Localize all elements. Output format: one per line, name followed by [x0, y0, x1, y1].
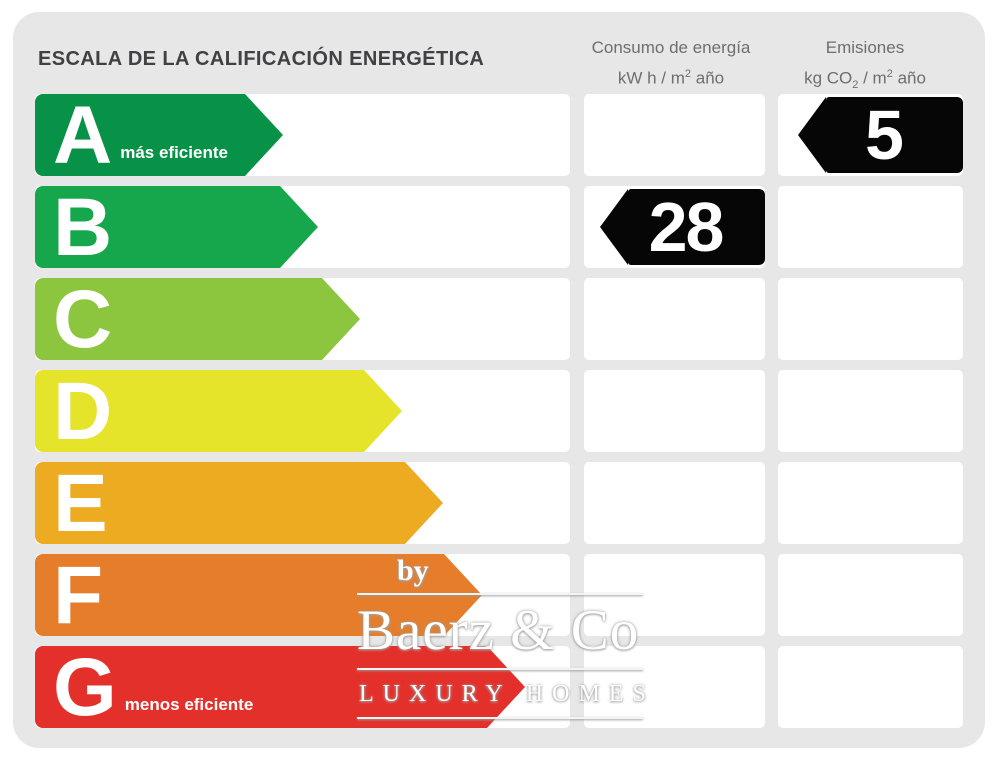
page-title: ESCALA DE LA CALIFICACIÓN ENERGÉTICA	[38, 48, 485, 70]
grade-arrow-f: F	[35, 550, 482, 642]
row-d-consumo-cell	[584, 370, 765, 452]
consumo-header-name: Consumo de energía	[591, 38, 751, 57]
emisiones-header-name: Emisiones	[825, 38, 905, 57]
row-e-emisiones-cell	[778, 462, 963, 544]
grade-annotation: menos eficiente	[124, 695, 254, 714]
grade-letter: C	[53, 274, 113, 366]
scale-row-f: F	[35, 550, 977, 642]
column-header-consumo: Consumo de energía kW h / m2 año	[571, 34, 771, 92]
consumo-value: 28	[648, 188, 725, 266]
row-b-consumo-cell: 28	[584, 186, 765, 268]
row-c-consumo-cell	[584, 278, 765, 360]
certificate-panel: ESCALA DE LA CALIFICACIÓN ENERGÉTICA Con…	[13, 12, 985, 748]
grade-annotation	[103, 623, 111, 636]
grade-arrow-c: C	[35, 274, 360, 366]
column-header-emisiones: Emisiones kg CO2 / m2 año	[765, 34, 965, 99]
grade-annotation	[112, 255, 120, 268]
grade-annotation: más eficiente	[120, 143, 228, 162]
consumo-value-arrow: 28	[600, 188, 765, 266]
emisiones-value-arrow: 5	[798, 96, 963, 174]
scale-row-g: G menos eficiente	[35, 642, 977, 734]
grade-letter: E	[53, 458, 108, 550]
scale-row-e: E	[35, 458, 977, 550]
emisiones-value: 5	[865, 96, 904, 174]
row-g-consumo-cell	[584, 646, 765, 728]
row-f-emisiones-cell	[778, 554, 963, 636]
grade-arrow-d: D	[35, 366, 402, 458]
grade-arrow-a: A más eficiente	[35, 90, 283, 182]
grade-arrow-g: G menos eficiente	[35, 642, 525, 734]
row-d-emisiones-cell	[778, 370, 963, 452]
grade-letter: A	[53, 90, 113, 182]
grade-letter: G	[53, 642, 117, 734]
grade-arrow-e: E	[35, 458, 443, 550]
grade-arrow-b: B	[35, 182, 318, 274]
row-e-consumo-cell	[584, 462, 765, 544]
emisiones-header-unit: kg CO2 / m2 año	[804, 68, 926, 92]
scale-row-a: 5 A más eficiente	[35, 90, 977, 182]
grade-letter: F	[53, 550, 104, 642]
grade-annotation	[112, 439, 120, 452]
row-c-emisiones-cell	[778, 278, 963, 360]
grade-letter: D	[53, 366, 113, 458]
row-b-emisiones-cell	[778, 186, 963, 268]
grade-annotation	[112, 347, 120, 360]
row-a-emisiones-cell: 5	[778, 94, 963, 176]
consumo-header-unit: kW h / m2 año	[617, 68, 725, 88]
row-g-emisiones-cell	[778, 646, 963, 728]
row-a-consumo-cell	[584, 94, 765, 176]
scale-row-b: 28 B	[35, 182, 977, 274]
scale-row-c: C	[35, 274, 977, 366]
grade-annotation	[108, 531, 116, 544]
scale-row-d: D	[35, 366, 977, 458]
row-f-consumo-cell	[584, 554, 765, 636]
grade-letter: B	[53, 182, 113, 274]
